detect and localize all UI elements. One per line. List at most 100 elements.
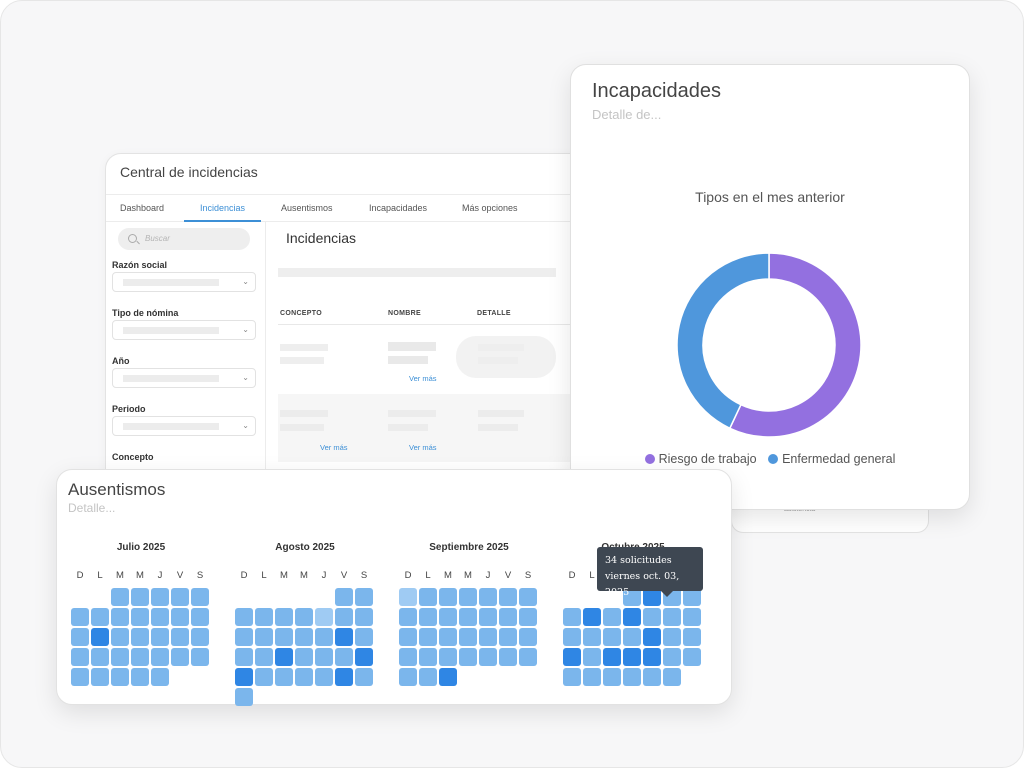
calendar-day-cell[interactable] — [499, 608, 517, 626]
calendar-day-cell[interactable] — [335, 588, 353, 606]
calendar-day-cell[interactable] — [295, 668, 313, 686]
donut-slice-riesgo-de-trabajo[interactable] — [728, 252, 862, 438]
calendar-day-cell[interactable] — [355, 608, 373, 626]
calendar-day-cell[interactable] — [439, 648, 457, 666]
ver-mas-link[interactable]: Ver más — [409, 443, 437, 452]
calendar-day-cell[interactable] — [399, 608, 417, 626]
tab-dashboard[interactable]: Dashboard — [120, 203, 165, 213]
calendar-day-cell[interactable] — [583, 648, 601, 666]
calendar-day-cell[interactable] — [151, 588, 169, 606]
calendar-day-cell[interactable] — [643, 588, 661, 606]
calendar-day-cell[interactable] — [643, 608, 661, 626]
calendar-day-cell[interactable] — [479, 588, 497, 606]
calendar-day-cell[interactable] — [603, 628, 621, 646]
calendar-day-cell[interactable] — [399, 588, 417, 606]
calendar-day-cell[interactable] — [355, 668, 373, 686]
calendar-day-cell[interactable] — [399, 668, 417, 686]
calendar-day-cell[interactable] — [459, 608, 477, 626]
calendar-day-cell[interactable] — [623, 648, 641, 666]
donut-slice-enfermedad-general[interactable] — [676, 252, 770, 430]
calendar-day-cell[interactable] — [111, 628, 129, 646]
calendar-day-cell[interactable] — [519, 608, 537, 626]
calendar-day-cell[interactable] — [603, 668, 621, 686]
calendar-day-cell[interactable] — [151, 628, 169, 646]
calendar-day-cell[interactable] — [519, 648, 537, 666]
calendar-day-cell[interactable] — [683, 608, 701, 626]
calendar-day-cell[interactable] — [623, 628, 641, 646]
calendar-day-cell[interactable] — [355, 588, 373, 606]
calendar-day-cell[interactable] — [71, 668, 89, 686]
calendar-day-cell[interactable] — [335, 628, 353, 646]
calendar-day-cell[interactable] — [71, 608, 89, 626]
calendar-day-cell[interactable] — [519, 588, 537, 606]
calendar-day-cell[interactable] — [479, 628, 497, 646]
calendar-day-cell[interactable] — [171, 608, 189, 626]
calendar-day-cell[interactable] — [439, 588, 457, 606]
calendar-day-cell[interactable] — [255, 608, 273, 626]
calendar-day-cell[interactable] — [91, 648, 109, 666]
calendar-day-cell[interactable] — [295, 648, 313, 666]
calendar-day-cell[interactable] — [355, 628, 373, 646]
tipo-nomina-select[interactable]: ⌄ — [112, 320, 256, 340]
periodo-select[interactable]: ⌄ — [112, 416, 256, 436]
calendar-day-cell[interactable] — [235, 668, 253, 686]
calendar-day-cell[interactable] — [499, 648, 517, 666]
tab-incidencias[interactable]: Incidencias — [184, 195, 262, 222]
razon-social-select[interactable]: ⌄ — [112, 272, 256, 292]
calendar-day-cell[interactable] — [519, 628, 537, 646]
calendar-day-cell[interactable] — [419, 608, 437, 626]
calendar-day-cell[interactable] — [131, 608, 149, 626]
calendar-day-cell[interactable] — [91, 668, 109, 686]
calendar-day-cell[interactable] — [479, 648, 497, 666]
legend-item-enfermedad[interactable]: Enfermedad general — [768, 452, 895, 466]
calendar-day-cell[interactable] — [131, 668, 149, 686]
calendar-day-cell[interactable] — [171, 628, 189, 646]
calendar-day-cell[interactable] — [191, 588, 209, 606]
calendar-day-cell[interactable] — [683, 648, 701, 666]
ver-mas-link[interactable]: Ver más — [409, 374, 437, 383]
calendar-day-cell[interactable] — [255, 648, 273, 666]
calendar-day-cell[interactable] — [275, 628, 293, 646]
calendar-day-cell[interactable] — [315, 628, 333, 646]
calendar-day-cell[interactable] — [643, 628, 661, 646]
calendar-day-cell[interactable] — [191, 628, 209, 646]
calendar-day-cell[interactable] — [459, 628, 477, 646]
calendar-day-cell[interactable] — [499, 628, 517, 646]
calendar-day-cell[interactable] — [623, 608, 641, 626]
calendar-day-cell[interactable] — [683, 588, 701, 606]
calendar-day-cell[interactable] — [419, 668, 437, 686]
calendar-day-cell[interactable] — [235, 648, 253, 666]
calendar-day-cell[interactable] — [563, 668, 581, 686]
calendar-day-cell[interactable] — [275, 668, 293, 686]
calendar-day-cell[interactable] — [191, 608, 209, 626]
calendar-day-cell[interactable] — [419, 628, 437, 646]
calendar-day-cell[interactable] — [419, 588, 437, 606]
calendar-day-cell[interactable] — [151, 648, 169, 666]
calendar-day-cell[interactable] — [91, 608, 109, 626]
calendar-day-cell[interactable] — [459, 648, 477, 666]
calendar-day-cell[interactable] — [335, 608, 353, 626]
calendar-day-cell[interactable] — [131, 588, 149, 606]
calendar-day-cell[interactable] — [315, 608, 333, 626]
calendar-day-cell[interactable] — [623, 588, 641, 606]
calendar-day-cell[interactable] — [171, 648, 189, 666]
calendar-day-cell[interactable] — [683, 628, 701, 646]
calendar-day-cell[interactable] — [583, 628, 601, 646]
calendar-day-cell[interactable] — [583, 608, 601, 626]
calendar-day-cell[interactable] — [603, 608, 621, 626]
calendar-day-cell[interactable] — [419, 648, 437, 666]
calendar-day-cell[interactable] — [111, 588, 129, 606]
tab-ausentismos[interactable]: Ausentismos — [281, 203, 333, 213]
calendar-day-cell[interactable] — [191, 648, 209, 666]
calendar-day-cell[interactable] — [355, 648, 373, 666]
calendar-day-cell[interactable] — [171, 588, 189, 606]
calendar-day-cell[interactable] — [295, 628, 313, 646]
calendar-day-cell[interactable] — [335, 648, 353, 666]
calendar-day-cell[interactable] — [235, 608, 253, 626]
calendar-day-cell[interactable] — [583, 668, 601, 686]
calendar-day-cell[interactable] — [663, 648, 681, 666]
calendar-day-cell[interactable] — [335, 668, 353, 686]
calendar-day-cell[interactable] — [151, 608, 169, 626]
search-input[interactable]: Buscar — [118, 228, 250, 250]
calendar-day-cell[interactable] — [663, 668, 681, 686]
